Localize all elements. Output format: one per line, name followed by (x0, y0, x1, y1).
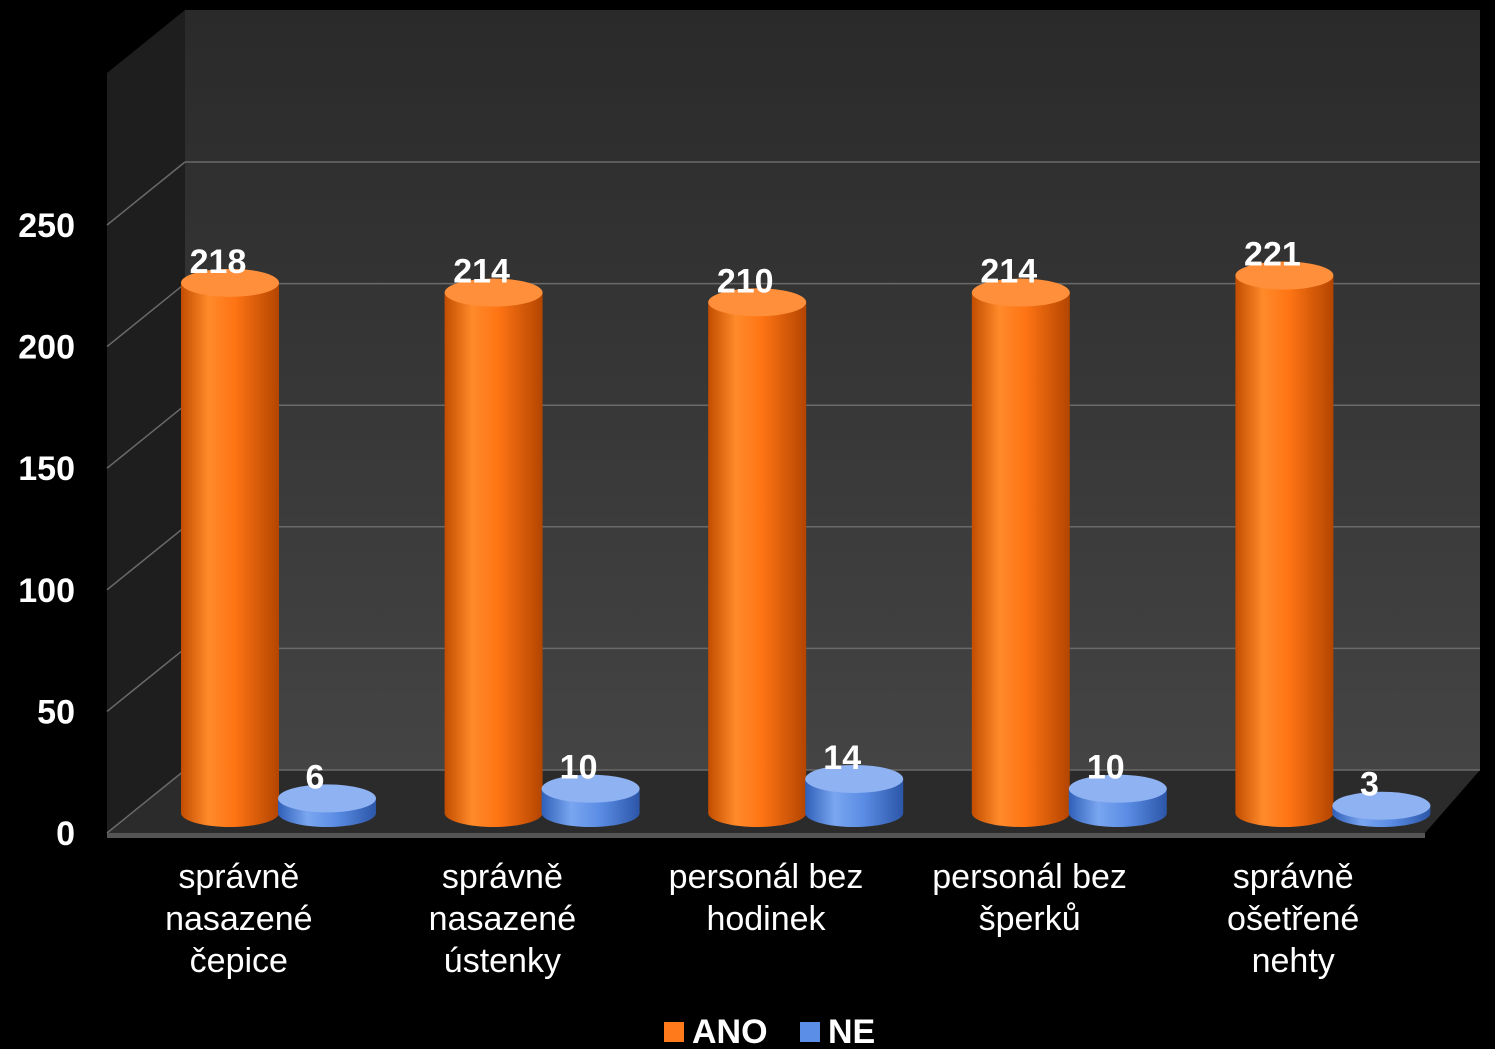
legend-label: ANO (692, 1013, 768, 1049)
bar-body (971, 292, 1070, 828)
bar-cap (1068, 774, 1167, 803)
data-label: 210 (717, 262, 774, 300)
x-tick-label: personál bez šperků (932, 858, 1127, 938)
gridline-side (106, 526, 186, 591)
data-label: 214 (980, 253, 1037, 291)
x-tick-label: správně nasazené čepice (165, 858, 312, 980)
data-label: 221 (1244, 236, 1301, 274)
y-tick-label: 0 (56, 815, 75, 853)
data-label: 214 (453, 253, 510, 291)
bar-ne: 14 (805, 739, 904, 827)
bars: 218 6 214 10 210 14 214 10 221 3 (181, 236, 1431, 828)
bar-cap (708, 288, 807, 317)
legend-item-ne: NE (800, 1013, 875, 1049)
legend-swatch (664, 1022, 684, 1042)
x-tick-label: správně ošetřené nehty (1227, 858, 1359, 980)
data-label: 10 (1087, 749, 1125, 787)
bar-cap (1332, 791, 1431, 820)
side-wall (107, 10, 185, 833)
bar-cap (444, 278, 543, 307)
y-tick-label: 250 (18, 207, 75, 245)
legend-label: NE (828, 1013, 875, 1049)
data-label: 6 (306, 758, 325, 796)
gridline-side (106, 161, 186, 226)
bar-ne: 10 (1068, 749, 1167, 827)
data-label: 218 (190, 243, 247, 281)
bar-body (1235, 275, 1334, 827)
x-axis: správně nasazené čepice správně nasazené úste… (165, 858, 1359, 980)
gridline-side (106, 283, 186, 348)
y-tick-label: 50 (37, 693, 75, 731)
bar-cap (805, 764, 904, 793)
legend-item-ano: ANO (664, 1013, 768, 1049)
y-tick-label: 150 (18, 450, 75, 488)
data-label: 14 (823, 739, 861, 777)
bar-ne: 3 (1332, 766, 1431, 827)
bar-ano: 218 (181, 243, 279, 827)
gridline-side (106, 769, 186, 834)
x-tick-label: správně nasazené ústenky (429, 858, 576, 980)
floor-front (107, 833, 1425, 838)
y-tick-label: 100 (18, 572, 75, 610)
bar-body (708, 302, 807, 827)
bar-body (181, 282, 279, 827)
bar-ano: 214 (444, 253, 543, 827)
x-tick-label: personál bez hodinek (669, 858, 864, 938)
bar-ano: 210 (708, 262, 807, 827)
bar-ano: 214 (971, 253, 1070, 828)
legend-swatch (800, 1022, 820, 1042)
bar-cap (971, 278, 1070, 307)
bar-ne: 10 (541, 749, 640, 827)
y-tick-label: 200 (18, 329, 75, 367)
bar-cap (181, 268, 279, 297)
bar-ne: 6 (278, 758, 376, 827)
bar-body (444, 292, 543, 827)
data-label: 3 (1360, 766, 1379, 804)
gridline-side (106, 404, 186, 469)
bar-cap (541, 774, 640, 803)
bar-cap (278, 784, 376, 813)
bar-ano: 221 (1235, 236, 1334, 827)
y-axis: 0 50 100 150 200 250 (18, 207, 75, 853)
data-label: 10 (560, 749, 598, 787)
gridline-side (106, 647, 186, 712)
bar-cap (1235, 261, 1334, 290)
legend: ANO NE (664, 1013, 875, 1049)
